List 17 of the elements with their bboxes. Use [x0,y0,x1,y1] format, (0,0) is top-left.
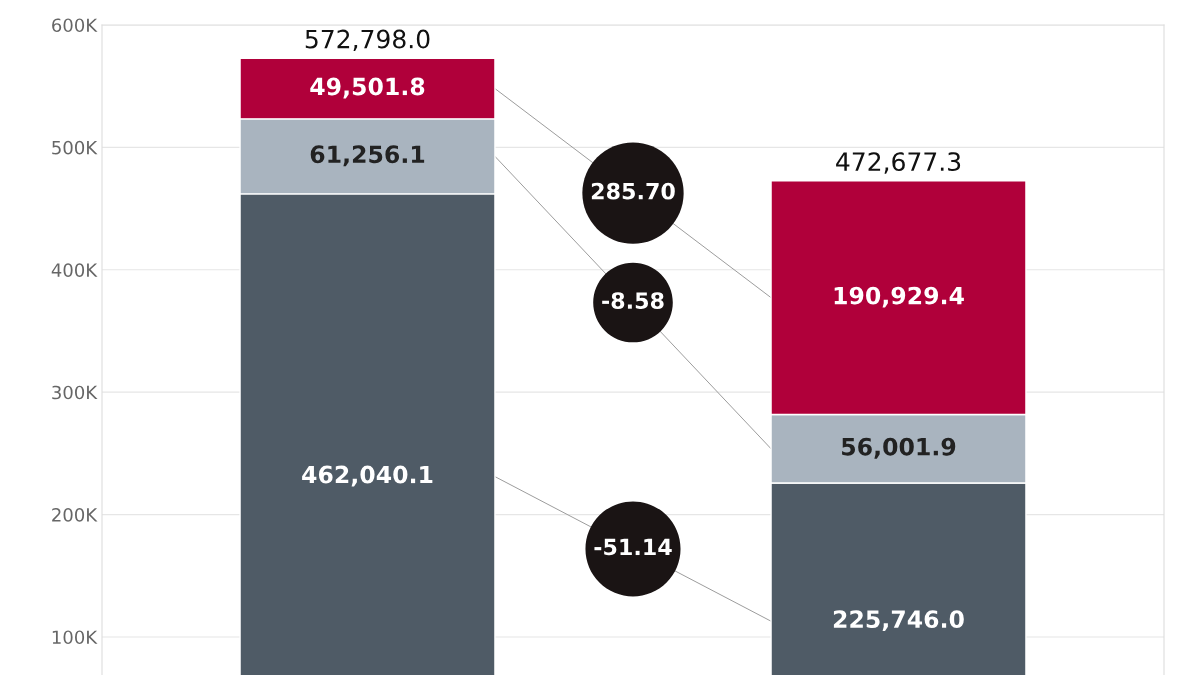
data-label: 462,040.1 [302,465,433,487]
y-tick-label: 300K [52,385,98,400]
data-label: 190,929.4 [834,286,964,308]
data-label: 225,746.0 [833,610,964,632]
annotation: 285.70 [591,182,675,200]
data-label: 56,001.9 [842,437,956,459]
total-label: 572,798.0 [305,29,430,52]
y-tick-label: 100K [52,630,98,645]
data-label: 49,501.8 [310,77,425,99]
annotation: -8.58 [602,292,664,310]
data-label: 61,256.1 [310,145,425,167]
y-tick-label: 200K [52,508,98,522]
annotation: -51.14 [594,538,672,556]
y-tick-label: 400K [51,263,98,277]
y-tick-label: 500K [52,140,98,155]
y-tick-label: 600K [52,18,98,33]
total-label: 472,677.3 [836,152,961,174]
